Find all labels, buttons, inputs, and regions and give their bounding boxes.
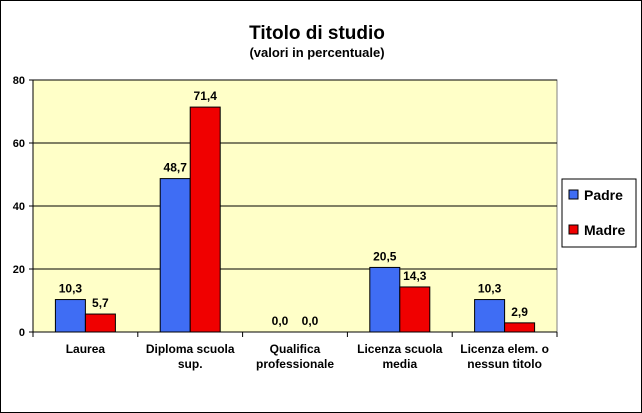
bar-padre [159, 178, 191, 333]
data-label: 10,3 [478, 282, 502, 296]
legend-label-padre: Padre [584, 187, 623, 203]
legend-label-madre: Madre [584, 222, 625, 238]
bar-madre [189, 106, 221, 333]
x-axis: Laurea Diploma scuola sup. Qualifica profess… [32, 331, 558, 371]
data-label: 48,7 [164, 161, 188, 175]
x-tick-label: Diploma scuola sup. [146, 342, 235, 371]
data-label: 10,3 [59, 282, 83, 296]
data-label: 5,7 [92, 296, 109, 310]
data-label: 0,0 [302, 314, 319, 328]
data-label: 71,4 [194, 89, 218, 103]
x-tick-label: Licenza scuola media [357, 342, 443, 371]
y-tick-label: 20 [13, 264, 25, 276]
x-tick-label: Qualifica professionale [256, 342, 334, 371]
data-label: 14,3 [403, 269, 427, 283]
data-labels: 10,3 5,7 48,7 71,4 0,0 0,0 20,5 14,3 10,3 2,9 [59, 89, 529, 328]
bar-padre [474, 299, 506, 333]
bar-padre [369, 266, 401, 333]
y-tick-label: 80 [13, 75, 25, 87]
y-tick-label: 0 [19, 327, 25, 339]
chart-subtitle: (valori in percentuale) [249, 45, 384, 60]
data-label: 20,5 [373, 249, 397, 263]
legend-swatch-padre [568, 189, 579, 200]
bar-padre [54, 299, 86, 333]
x-tick-label: Licenza elem. o nessun titolo [460, 342, 549, 371]
x-tick-label: Laurea [66, 342, 106, 356]
bar-madre [504, 322, 536, 333]
legend-swatch-madre [568, 224, 579, 235]
bar-madre [84, 313, 116, 333]
data-label: 2,9 [511, 305, 528, 319]
legend: Padre Madre [561, 178, 637, 248]
data-label: 0,0 [272, 314, 289, 328]
gridlines [33, 79, 557, 270]
chart-title: Titolo di studio [249, 23, 385, 44]
bars [54, 106, 536, 333]
y-tick-label: 40 [13, 201, 25, 213]
y-tick-label: 60 [13, 138, 25, 150]
y-axis: 0 20 40 60 80 [13, 75, 34, 339]
bar-madre [399, 286, 431, 333]
